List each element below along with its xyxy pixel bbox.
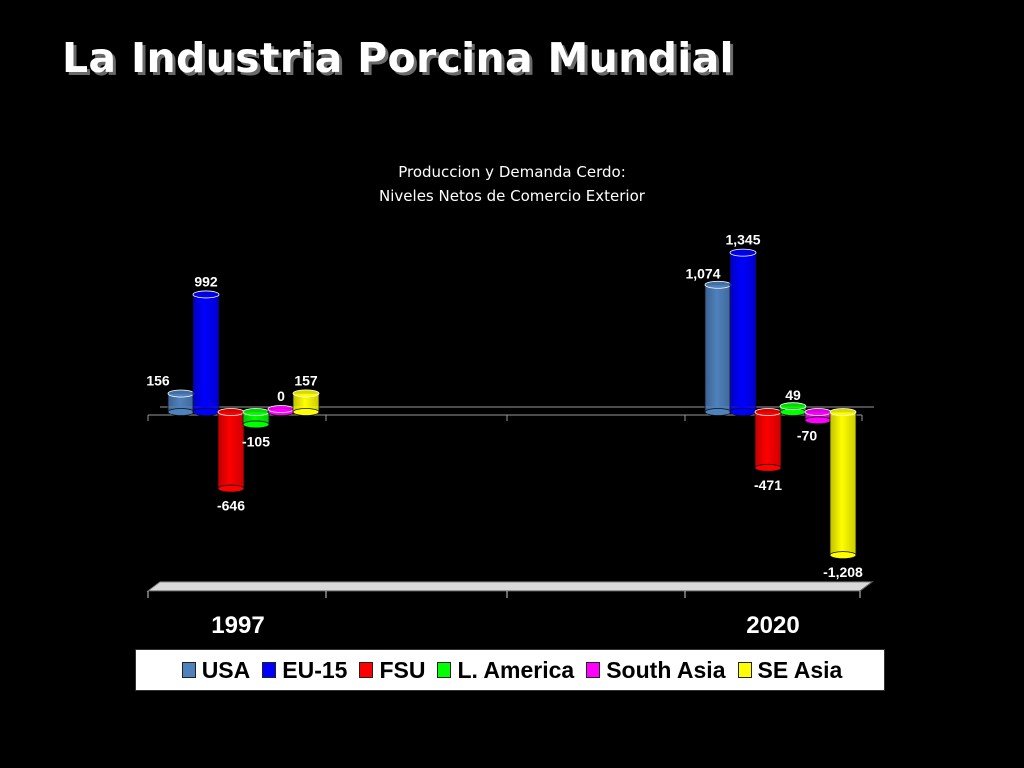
legend-swatch-south-asia bbox=[586, 662, 601, 678]
value-label-usa-1997: 156 bbox=[146, 373, 170, 389]
bar-se-asia-2020 bbox=[829, 408, 857, 560]
value-label-fsu-1997: -646 bbox=[217, 498, 245, 514]
legend-label-l-america: L. America bbox=[457, 656, 575, 683]
chart-floor bbox=[146, 581, 874, 598]
value-label-south-asia-2020: -70 bbox=[797, 427, 817, 443]
value-label-se-asia-2020: -1,208 bbox=[823, 564, 863, 580]
chart-title: Produccion y Demanda Cerdo: Niveles Neto… bbox=[262, 160, 762, 208]
value-label-eu-15-1997: 992 bbox=[194, 273, 218, 289]
legend-swatch-se-asia bbox=[737, 662, 752, 678]
legend-item-usa: USA bbox=[178, 656, 251, 684]
value-label-se-asia-1997: 157 bbox=[294, 372, 318, 388]
chart-title-line2: Niveles Netos de Comercio Exterior bbox=[379, 187, 645, 205]
legend-swatch-usa bbox=[181, 662, 196, 678]
bar-se-asia-1997 bbox=[292, 389, 320, 416]
value-label-l-america-2020: 49 bbox=[785, 387, 801, 403]
legend-label-se-asia: SE Asia bbox=[757, 656, 843, 683]
bar-usa-2020 bbox=[704, 280, 732, 416]
chart-legend: USA EU-15 FSU L. America South Asia SE Asia bbox=[135, 649, 885, 691]
legend-item-south-asia: South Asia bbox=[582, 656, 726, 684]
bar-south-asia-1997 bbox=[267, 405, 295, 416]
bar-fsu-2020 bbox=[754, 408, 782, 472]
category-label-2020: 2020 bbox=[746, 612, 799, 639]
value-label-usa-2020: 1,074 bbox=[685, 266, 720, 282]
legend-swatch-fsu bbox=[359, 662, 374, 678]
legend-item-se-asia: SE Asia bbox=[734, 656, 843, 684]
legend-label-usa: USA bbox=[201, 656, 251, 683]
value-label-l-america-1997: -105 bbox=[242, 433, 270, 449]
bar-south-asia-2020 bbox=[804, 408, 832, 425]
chart-value-labels: 156 992 -646 -105 0 157 1,074 1,345 -471 49 -70 -1,… bbox=[146, 232, 863, 581]
bar-l-america-1997 bbox=[242, 408, 270, 429]
legend-swatch-eu-15 bbox=[262, 662, 277, 678]
value-label-eu-15-2020: 1,345 bbox=[725, 232, 760, 248]
slide-title: La Industria Porcina Mundial bbox=[62, 34, 734, 82]
value-label-fsu-2020: -471 bbox=[754, 477, 782, 493]
chart-title-line1: Produccion y Demanda Cerdo: bbox=[398, 163, 626, 181]
bar-eu-15-2020 bbox=[729, 248, 757, 416]
legend-label-south-asia: South Asia bbox=[606, 656, 726, 683]
legend-label-fsu: FSU bbox=[379, 656, 426, 683]
bar-fsu-1997 bbox=[217, 408, 245, 493]
bar-eu-15-1997 bbox=[192, 290, 220, 416]
value-label-south-asia-1997: 0 bbox=[277, 388, 285, 404]
legend-label-eu-15: EU-15 bbox=[282, 656, 348, 683]
legend-swatch-l-america bbox=[437, 662, 452, 678]
category-label-1997: 1997 bbox=[211, 612, 264, 639]
chart-category-labels: 1997 2020 bbox=[211, 612, 799, 639]
bar-l-america-2020 bbox=[779, 402, 807, 416]
legend-item-fsu: FSU bbox=[355, 657, 425, 684]
bar-usa-1997 bbox=[167, 389, 195, 416]
chart-bars bbox=[167, 248, 857, 560]
legend-item-l-america: L. America bbox=[433, 657, 574, 684]
legend-item-eu-15: EU-15 bbox=[258, 657, 347, 684]
